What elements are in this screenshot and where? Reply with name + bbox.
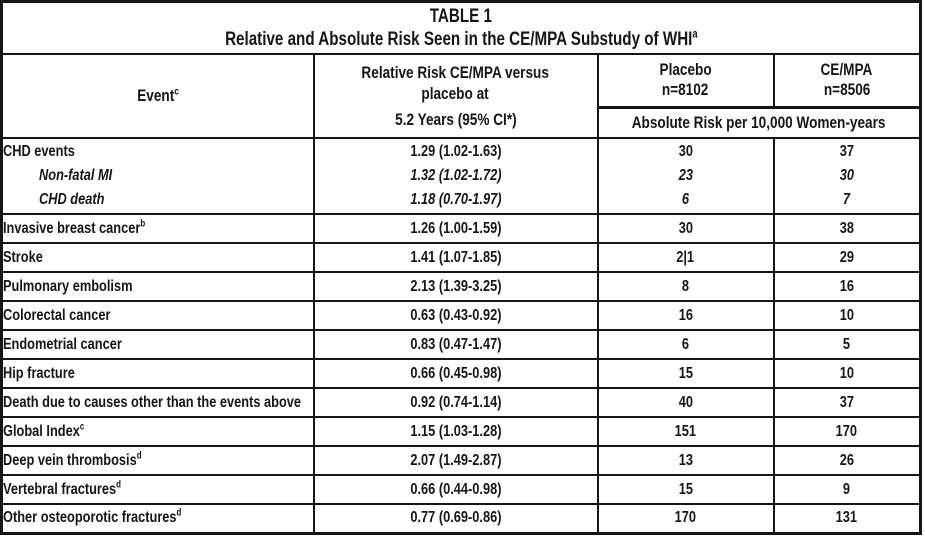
placebo-cell: 16 bbox=[596, 300, 775, 331]
event-cell: Invasive breast cancerb bbox=[0, 213, 315, 244]
title-row: TABLE 1 Relative and Absolute Risk Seen … bbox=[0, 0, 922, 55]
cempa-cell: 38 bbox=[772, 213, 922, 244]
placebo-cell: 2|1 bbox=[596, 242, 775, 273]
cempa-cell: 37 bbox=[772, 387, 922, 418]
event-cell: CHD events Non-fatal MI CHD death bbox=[0, 137, 315, 215]
relative-risk-column-header: Relative Risk CE/MPA versus placebo at 5… bbox=[312, 53, 599, 139]
placebo-cell: 40 bbox=[596, 387, 775, 418]
event-cell: Death due to causes other than the event… bbox=[0, 387, 315, 418]
table-row: Stroke 1.41 (1.07-1.85) 2|1 29 bbox=[0, 242, 922, 273]
event-cell: Deep vein thrombosisd bbox=[0, 445, 315, 476]
relative-risk-cell: 1.29 (1.02-1.63) 1.32 (1.02-1.72) 1.18 (… bbox=[312, 137, 599, 215]
relative-risk-cell: 1.41 (1.07-1.85) bbox=[312, 242, 599, 273]
relative-risk-cell: 2.07 (1.49-2.87) bbox=[312, 445, 599, 476]
cempa-cell: 26 bbox=[772, 445, 922, 476]
absolute-risk-subheader-row: Absolute Risk per 10,000 Women-years bbox=[2, 105, 922, 139]
event-cell: Vertebral fracturesd bbox=[0, 474, 315, 505]
relative-risk-cell: 0.77 (0.69-0.86) bbox=[312, 503, 599, 534]
placebo-cell: 30 23 6 bbox=[596, 137, 775, 215]
placebo-cell: 30 bbox=[596, 213, 775, 244]
cempa-cell: 131 bbox=[772, 503, 922, 534]
cempa-cell: 9 bbox=[772, 474, 922, 505]
cempa-cell: 170 bbox=[772, 416, 922, 447]
cempa-cell: 10 bbox=[772, 358, 922, 389]
event-cell: Colorectal cancer bbox=[0, 300, 315, 331]
table-row-chd-group: CHD events Non-fatal MI CHD death 1.29 (… bbox=[0, 137, 922, 215]
table-row: Invasive breast cancerb 1.26 (1.00-1.59)… bbox=[0, 213, 922, 244]
placebo-cell: 8 bbox=[596, 271, 775, 302]
cempa-cell: 37 30 7 bbox=[772, 137, 922, 215]
footnote-marker-c: c bbox=[79, 421, 85, 433]
cempa-cell: 29 bbox=[772, 242, 922, 273]
event-cell: Stroke bbox=[0, 242, 315, 273]
relative-risk-cell: 1.15 (1.03-1.28) bbox=[312, 416, 599, 447]
placebo-cell: 13 bbox=[596, 445, 775, 476]
table-row: Colorectal cancer 0.63 (0.43-0.92) 16 10 bbox=[0, 300, 922, 331]
footnote-marker-a: a bbox=[692, 27, 698, 41]
relative-risk-cell: 0.66 (0.44-0.98) bbox=[312, 474, 599, 505]
placebo-cell: 170 bbox=[596, 503, 775, 534]
relative-risk-cell: 0.92 (0.74-1.14) bbox=[312, 387, 599, 418]
table-row: Pulmonary embolism 2.13 (1.39-3.25) 8 16 bbox=[0, 271, 922, 302]
footnote-marker-d: d bbox=[116, 479, 121, 491]
absolute-risk-subheader: Absolute Risk per 10,000 Women-years bbox=[596, 105, 922, 139]
event-cell: Endometrial cancer bbox=[0, 329, 315, 360]
table-row: Death due to causes other than the event… bbox=[0, 387, 922, 418]
table-row: Hip fracture 0.66 (0.45-0.98) 15 10 bbox=[0, 358, 922, 389]
cempa-cell: 5 bbox=[772, 329, 922, 360]
table-row: Other osteoporotic fracturesd 0.77 (0.69… bbox=[0, 503, 922, 534]
footnote-marker-d: d bbox=[136, 450, 142, 462]
footnote-marker-d: d bbox=[176, 507, 182, 519]
cempa-column-header: CE/MPA n=8506 bbox=[772, 52, 922, 109]
relative-risk-cell: 0.83 (0.47-1.47) bbox=[312, 329, 599, 360]
event-cell: Global Indexc bbox=[0, 416, 315, 447]
table-row: Deep vein thrombosisd 2.07 (1.49-2.87) 1… bbox=[0, 445, 922, 476]
relative-risk-cell: 1.26 (1.00-1.59) bbox=[312, 213, 599, 244]
risk-table: TABLE 1 Relative and Absolute Risk Seen … bbox=[0, 0, 923, 535]
table-row: Vertebral fracturesd 0.66 (0.44-0.98) 15… bbox=[0, 474, 922, 505]
relative-risk-cell: 0.66 (0.45-0.98) bbox=[312, 358, 599, 389]
placebo-cell: 15 bbox=[596, 474, 775, 505]
table-number: TABLE 1 bbox=[429, 6, 493, 27]
table-row: Endometrial cancer 0.83 (0.47-1.47) 6 5 bbox=[0, 329, 922, 360]
event-cell: Other osteoporotic fracturesd bbox=[0, 503, 315, 534]
cempa-cell: 10 bbox=[772, 300, 922, 331]
table-title: TABLE 1 Relative and Absolute Risk Seen … bbox=[0, 0, 922, 55]
placebo-cell: 6 bbox=[596, 329, 775, 360]
placebo-cell: 151 bbox=[596, 416, 775, 447]
placebo-column-header: Placebo n=8102 bbox=[596, 52, 775, 109]
event-cell: Pulmonary embolism bbox=[0, 271, 315, 302]
event-cell: Hip fracture bbox=[0, 358, 315, 389]
relative-risk-cell: 0.63 (0.43-0.92) bbox=[312, 300, 599, 331]
placebo-cell: 15 bbox=[596, 358, 775, 389]
footnote-marker-b: b bbox=[140, 218, 146, 230]
table-subtitle: Relative and Absolute Risk Seen in the C… bbox=[224, 27, 698, 50]
footnote-marker-c: c bbox=[173, 85, 179, 98]
cempa-cell: 16 bbox=[772, 271, 922, 302]
table-row: Global Indexc 1.15 (1.03-1.28) 151 170 bbox=[0, 416, 922, 447]
header-row: Eventc Relative Risk CE/MPA versus place… bbox=[0, 52, 922, 139]
relative-risk-cell: 2.13 (1.39-3.25) bbox=[312, 271, 599, 302]
event-column-header: Eventc bbox=[0, 53, 315, 139]
